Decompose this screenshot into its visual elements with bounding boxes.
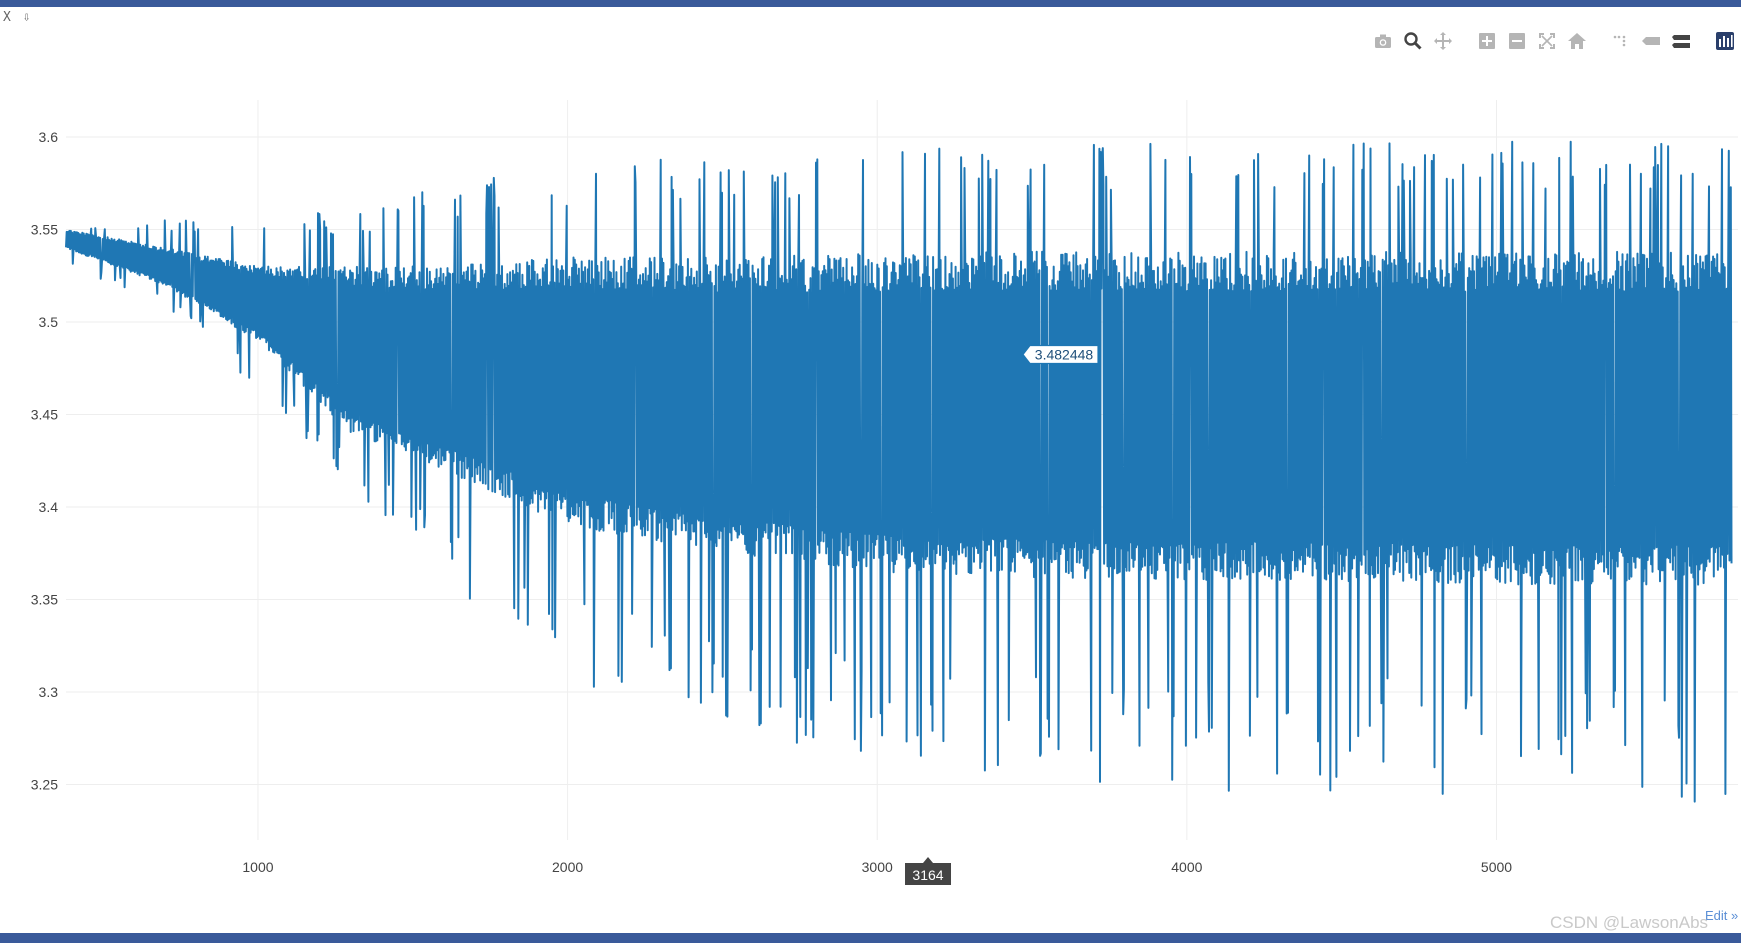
pan-icon[interactable] <box>1431 29 1455 53</box>
y-tick-label: 3.5 <box>39 314 59 330</box>
plotly-logo-icon[interactable] <box>1713 29 1737 53</box>
bottom-window-bar <box>0 933 1741 943</box>
x-tick-label: 1000 <box>242 859 273 875</box>
hover-value-label: 3.482448 <box>1035 346 1094 362</box>
x-axis: 1000 2000 3000 4000 5000 <box>242 859 1512 875</box>
y-axis: 3.25 3.3 3.35 3.4 3.45 3.5 3.55 3.6 <box>31 129 58 793</box>
hover-value-box <box>1022 344 1099 365</box>
edit-link[interactable]: Edit » <box>1705 908 1739 923</box>
corner-glyphs[interactable]: X ⇩ <box>3 10 33 25</box>
hover-compare-icon[interactable] <box>1669 29 1693 53</box>
watermark: CSDN @LawsonAbs <box>1550 913 1709 932</box>
y-tick-label: 3.3 <box>39 684 59 700</box>
series-line[interactable] <box>65 140 1733 803</box>
top-window-bar <box>0 0 1741 7</box>
spike-lines-icon[interactable] <box>1609 29 1633 53</box>
y-tick-label: 3.45 <box>31 407 58 423</box>
x-tick-label: 3000 <box>862 859 893 875</box>
y-tick-label: 3.25 <box>31 777 58 793</box>
hover-layer: 3.482448 3164 <box>905 344 1099 885</box>
hover-x-label: 3164 <box>912 867 943 883</box>
camera-icon[interactable] <box>1371 29 1395 53</box>
zoom-in-icon[interactable] <box>1475 29 1499 53</box>
plot-modebar <box>1371 28 1741 54</box>
x-tick-label: 2000 <box>552 859 583 875</box>
y-tick-label: 3.35 <box>31 592 58 608</box>
x-tick-label: 5000 <box>1481 859 1512 875</box>
hover-closest-icon[interactable] <box>1639 29 1663 53</box>
x-tick-label: 4000 <box>1171 859 1202 875</box>
y-tick-label: 3.6 <box>39 129 59 145</box>
autoscale-icon[interactable] <box>1535 29 1559 53</box>
zoom-icon[interactable] <box>1401 29 1425 53</box>
zoom-out-icon[interactable] <box>1505 29 1529 53</box>
home-icon[interactable] <box>1565 29 1589 53</box>
y-tick-label: 3.4 <box>39 499 59 515</box>
chart-series <box>65 140 1733 803</box>
y-tick-label: 3.55 <box>31 222 58 238</box>
hover-x-box <box>905 857 952 885</box>
